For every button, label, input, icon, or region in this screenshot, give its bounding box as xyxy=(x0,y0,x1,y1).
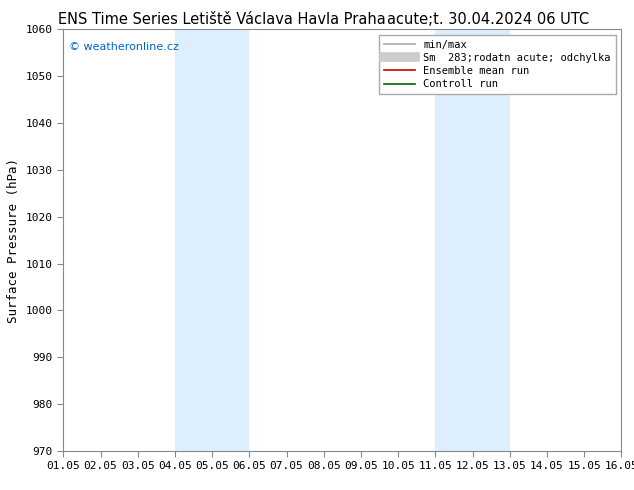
Text: © weatheronline.cz: © weatheronline.cz xyxy=(69,42,179,52)
Text: acute;t. 30.04.2024 06 UTC: acute;t. 30.04.2024 06 UTC xyxy=(387,12,589,27)
Bar xyxy=(175,29,249,451)
Y-axis label: Surface Pressure (hPa): Surface Pressure (hPa) xyxy=(8,158,20,322)
Legend: min/max, Sm  283;rodatn acute; odchylka, Ensemble mean run, Controll run: min/max, Sm 283;rodatn acute; odchylka, … xyxy=(378,35,616,95)
Bar xyxy=(436,29,510,451)
Text: ENS Time Series Letiště Václava Havla Praha: ENS Time Series Letiště Václava Havla Pr… xyxy=(58,12,385,27)
